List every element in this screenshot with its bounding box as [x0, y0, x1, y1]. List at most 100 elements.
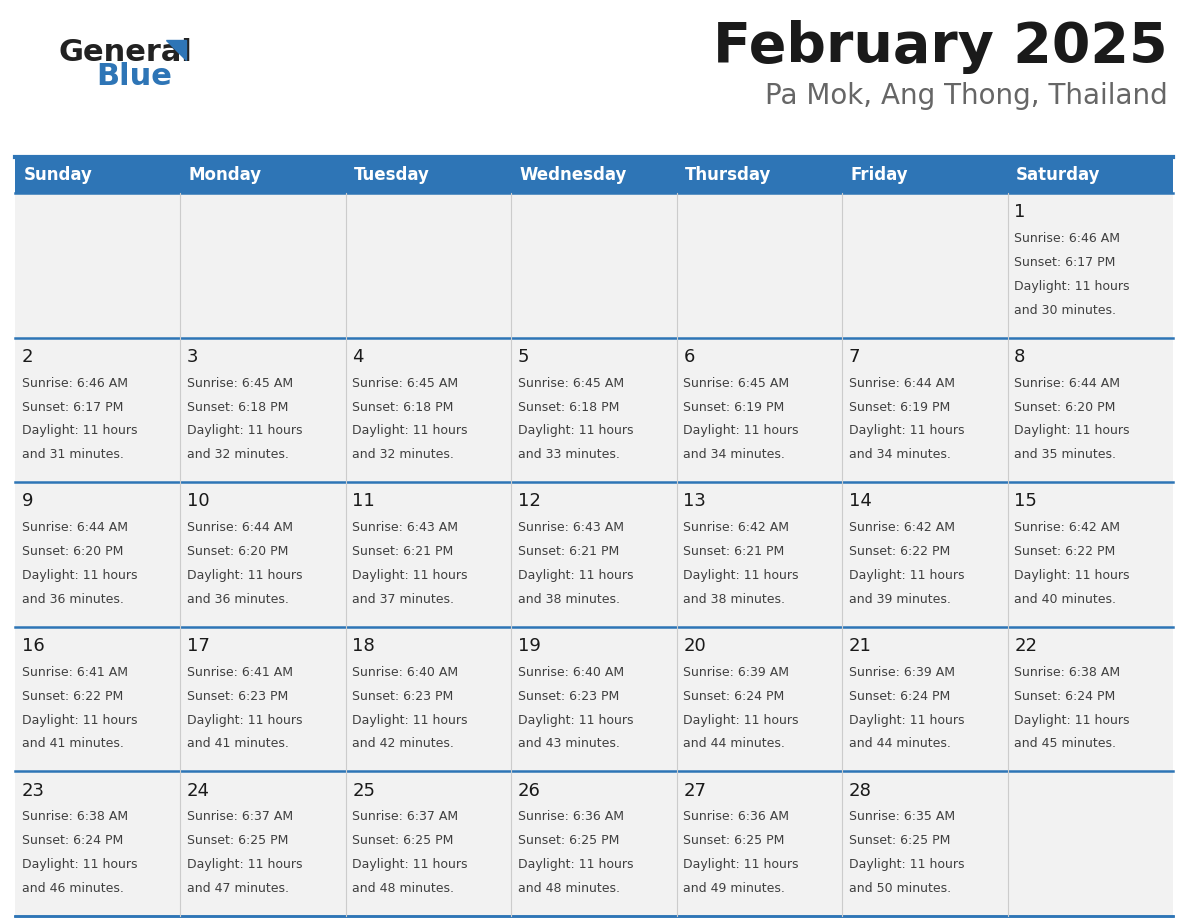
Text: Sunset: 6:24 PM: Sunset: 6:24 PM: [21, 834, 122, 847]
Text: 18: 18: [353, 637, 375, 655]
Text: Sunset: 6:24 PM: Sunset: 6:24 PM: [683, 689, 784, 702]
Bar: [346, 157, 511, 193]
Text: 28: 28: [848, 781, 872, 800]
Text: Daylight: 11 hours: Daylight: 11 hours: [21, 424, 137, 437]
Text: and 41 minutes.: and 41 minutes.: [187, 737, 289, 750]
Text: Sunrise: 6:42 AM: Sunrise: 6:42 AM: [848, 521, 955, 534]
Text: 11: 11: [353, 492, 375, 510]
Text: Sunrise: 6:45 AM: Sunrise: 6:45 AM: [187, 376, 293, 389]
Text: 15: 15: [1015, 492, 1037, 510]
Text: Daylight: 11 hours: Daylight: 11 hours: [848, 569, 965, 582]
Text: Sunset: 6:21 PM: Sunset: 6:21 PM: [518, 545, 619, 558]
Text: Sunrise: 6:46 AM: Sunrise: 6:46 AM: [1015, 232, 1120, 245]
Text: 1: 1: [1015, 203, 1025, 221]
Text: 7: 7: [848, 348, 860, 365]
Text: Sunset: 6:25 PM: Sunset: 6:25 PM: [683, 834, 785, 847]
Text: Pa Mok, Ang Thong, Thailand: Pa Mok, Ang Thong, Thailand: [765, 82, 1168, 110]
Text: and 46 minutes.: and 46 minutes.: [21, 882, 124, 895]
Bar: [15, 627, 1173, 771]
Text: Sunday: Sunday: [24, 166, 93, 184]
Text: Wednesday: Wednesday: [519, 166, 627, 184]
Text: Sunrise: 6:41 AM: Sunrise: 6:41 AM: [187, 666, 293, 678]
Text: Daylight: 11 hours: Daylight: 11 hours: [353, 424, 468, 437]
Text: Daylight: 11 hours: Daylight: 11 hours: [353, 569, 468, 582]
Bar: [15, 157, 181, 193]
Text: Daylight: 11 hours: Daylight: 11 hours: [187, 424, 303, 437]
Bar: [15, 482, 1173, 627]
Text: Sunrise: 6:42 AM: Sunrise: 6:42 AM: [683, 521, 789, 534]
Text: and 48 minutes.: and 48 minutes.: [353, 882, 455, 895]
Text: and 32 minutes.: and 32 minutes.: [353, 448, 454, 461]
Text: and 38 minutes.: and 38 minutes.: [683, 593, 785, 606]
Text: Daylight: 11 hours: Daylight: 11 hours: [187, 569, 303, 582]
Text: Sunrise: 6:38 AM: Sunrise: 6:38 AM: [21, 811, 128, 823]
Text: and 36 minutes.: and 36 minutes.: [187, 593, 289, 606]
Text: Daylight: 11 hours: Daylight: 11 hours: [21, 858, 137, 871]
Bar: [1007, 157, 1173, 193]
Text: Sunrise: 6:40 AM: Sunrise: 6:40 AM: [518, 666, 624, 678]
Text: and 30 minutes.: and 30 minutes.: [1015, 304, 1117, 317]
Text: 14: 14: [848, 492, 872, 510]
Text: and 40 minutes.: and 40 minutes.: [1015, 593, 1117, 606]
Text: Sunset: 6:23 PM: Sunset: 6:23 PM: [187, 689, 289, 702]
Text: Sunset: 6:22 PM: Sunset: 6:22 PM: [848, 545, 950, 558]
Text: Daylight: 11 hours: Daylight: 11 hours: [21, 713, 137, 726]
Text: Thursday: Thursday: [685, 166, 771, 184]
Text: Sunrise: 6:37 AM: Sunrise: 6:37 AM: [353, 811, 459, 823]
Text: Sunset: 6:24 PM: Sunset: 6:24 PM: [848, 689, 950, 702]
Text: Sunrise: 6:36 AM: Sunrise: 6:36 AM: [518, 811, 624, 823]
Text: Sunrise: 6:45 AM: Sunrise: 6:45 AM: [518, 376, 624, 389]
Text: Sunset: 6:22 PM: Sunset: 6:22 PM: [21, 689, 122, 702]
Text: 20: 20: [683, 637, 706, 655]
Text: 16: 16: [21, 637, 44, 655]
Polygon shape: [166, 40, 187, 60]
Text: and 45 minutes.: and 45 minutes.: [1015, 737, 1117, 750]
Text: Daylight: 11 hours: Daylight: 11 hours: [848, 713, 965, 726]
Text: Sunrise: 6:37 AM: Sunrise: 6:37 AM: [187, 811, 293, 823]
Text: and 47 minutes.: and 47 minutes.: [187, 882, 289, 895]
Text: and 39 minutes.: and 39 minutes.: [848, 593, 950, 606]
Text: Sunset: 6:20 PM: Sunset: 6:20 PM: [1015, 400, 1116, 413]
Text: Sunrise: 6:41 AM: Sunrise: 6:41 AM: [21, 666, 127, 678]
Text: Friday: Friday: [851, 166, 908, 184]
Text: Sunset: 6:18 PM: Sunset: 6:18 PM: [518, 400, 619, 413]
Text: and 38 minutes.: and 38 minutes.: [518, 593, 620, 606]
Text: Sunrise: 6:44 AM: Sunrise: 6:44 AM: [21, 521, 127, 534]
Text: 23: 23: [21, 781, 45, 800]
Text: Sunset: 6:18 PM: Sunset: 6:18 PM: [353, 400, 454, 413]
Text: 2: 2: [21, 348, 33, 365]
Text: February 2025: February 2025: [713, 20, 1168, 74]
Bar: [181, 157, 346, 193]
Text: 17: 17: [187, 637, 210, 655]
Text: and 44 minutes.: and 44 minutes.: [683, 737, 785, 750]
Text: and 42 minutes.: and 42 minutes.: [353, 737, 454, 750]
Text: Sunset: 6:24 PM: Sunset: 6:24 PM: [1015, 689, 1116, 702]
Bar: [15, 193, 1173, 338]
Text: 4: 4: [353, 348, 364, 365]
Text: and 33 minutes.: and 33 minutes.: [518, 448, 620, 461]
Text: Daylight: 11 hours: Daylight: 11 hours: [683, 424, 798, 437]
Text: and 35 minutes.: and 35 minutes.: [1015, 448, 1117, 461]
Text: Sunset: 6:21 PM: Sunset: 6:21 PM: [683, 545, 784, 558]
Text: Monday: Monday: [189, 166, 261, 184]
Text: Daylight: 11 hours: Daylight: 11 hours: [518, 713, 633, 726]
Text: Sunset: 6:25 PM: Sunset: 6:25 PM: [518, 834, 619, 847]
Text: Sunrise: 6:44 AM: Sunrise: 6:44 AM: [848, 376, 955, 389]
Text: Daylight: 11 hours: Daylight: 11 hours: [848, 858, 965, 871]
Text: 3: 3: [187, 348, 198, 365]
Text: and 37 minutes.: and 37 minutes.: [353, 593, 455, 606]
Text: 19: 19: [518, 637, 541, 655]
Text: and 41 minutes.: and 41 minutes.: [21, 737, 124, 750]
Text: 8: 8: [1015, 348, 1025, 365]
Text: Sunrise: 6:39 AM: Sunrise: 6:39 AM: [848, 666, 955, 678]
Text: Sunrise: 6:42 AM: Sunrise: 6:42 AM: [1015, 521, 1120, 534]
Text: 9: 9: [21, 492, 33, 510]
Text: Sunrise: 6:43 AM: Sunrise: 6:43 AM: [518, 521, 624, 534]
Text: 10: 10: [187, 492, 209, 510]
Text: Daylight: 11 hours: Daylight: 11 hours: [353, 858, 468, 871]
Text: Daylight: 11 hours: Daylight: 11 hours: [1015, 280, 1130, 293]
Text: General: General: [58, 38, 192, 67]
Text: and 36 minutes.: and 36 minutes.: [21, 593, 124, 606]
Text: Daylight: 11 hours: Daylight: 11 hours: [518, 424, 633, 437]
Text: Tuesday: Tuesday: [354, 166, 430, 184]
